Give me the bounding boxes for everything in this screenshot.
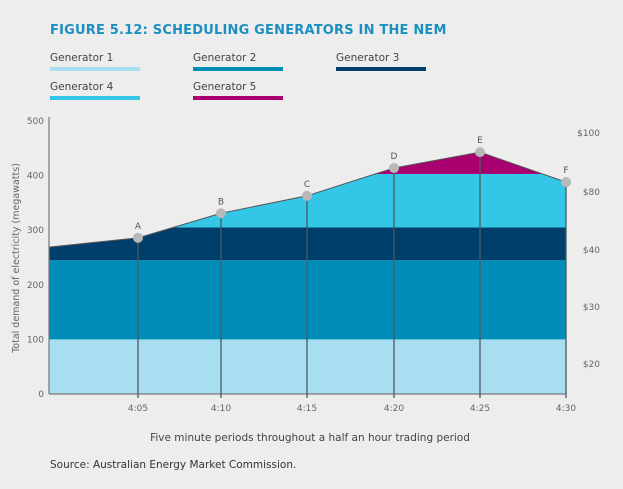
data-point-b: [216, 208, 226, 219]
right-axis-label: $20: [583, 360, 600, 370]
y-tick-label: 300: [27, 226, 44, 236]
legend-label: Generator 1: [50, 52, 114, 64]
right-axis-label: $30: [583, 303, 600, 313]
legend-item-generator-2: Generator 2: [193, 52, 283, 71]
figure-title: FIGURE 5.12: SCHEDULING GENERATORS IN TH…: [50, 23, 447, 38]
x-tick-label: 4:30: [556, 404, 576, 414]
legend-label: Generator 4: [50, 81, 114, 93]
x-tick-label: 4:25: [470, 404, 490, 414]
right-axis-label: $80: [583, 188, 600, 198]
y-tick-label: 100: [27, 335, 44, 345]
x-tick-label: 4:05: [128, 404, 148, 414]
legend-item-generator-1: Generator 1: [50, 52, 140, 71]
point-label-a: A: [135, 222, 142, 232]
area-generator-5: [49, 152, 566, 174]
x-tick-label: 4:20: [384, 404, 404, 414]
legend-label: Generator 5: [193, 81, 257, 93]
data-point-a: [133, 232, 143, 243]
point-label-f: F: [563, 166, 568, 176]
legend-swatch: [193, 67, 283, 71]
y-tick-label: 0: [38, 390, 44, 400]
right-axis-label: $40: [583, 246, 600, 256]
legend-item-generator-5: Generator 5: [193, 81, 283, 100]
point-label-d: D: [391, 152, 398, 162]
y-tick-label: 500: [27, 117, 44, 127]
y-tick-label: 400: [27, 172, 44, 182]
legend-item-generator-4: Generator 4: [50, 81, 140, 100]
right-axis-label: $100: [577, 129, 600, 139]
y-tick-label: 200: [27, 281, 44, 291]
legend-swatch: [336, 67, 426, 71]
data-point-f: [561, 177, 571, 188]
legend-label: Generator 2: [193, 52, 257, 64]
y-axis-label: Total demand of electricity (megawatts): [11, 163, 22, 354]
x-tick-label: 4:10: [211, 404, 231, 414]
legend-label: Generator 3: [336, 52, 400, 64]
data-point-e: [475, 147, 485, 158]
point-label-c: C: [304, 180, 310, 190]
x-axis-label: Five minute periods throughout a half an…: [150, 432, 470, 444]
legend-swatch: [50, 67, 140, 71]
x-tick-label: 4:15: [297, 404, 317, 414]
data-point-d: [389, 162, 399, 173]
legend-swatch: [50, 96, 140, 100]
legend-item-generator-3: Generator 3: [336, 52, 426, 71]
point-label-b: B: [218, 197, 224, 207]
data-point-c: [302, 190, 312, 201]
source-note: Source: Australian Energy Market Commiss…: [50, 459, 297, 471]
point-label-e: E: [477, 136, 483, 146]
legend-swatch: [193, 96, 283, 100]
